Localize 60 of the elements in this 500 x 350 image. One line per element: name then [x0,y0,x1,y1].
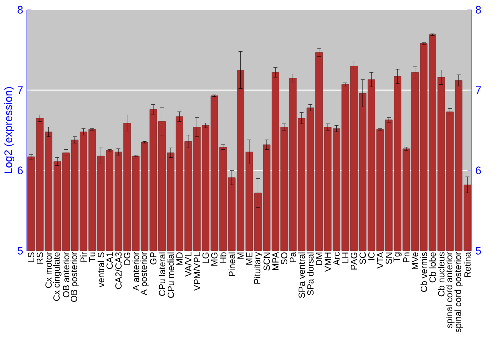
x-tick-label: spinal cord anterior [446,252,454,328]
x-tick-label: LH [342,252,349,263]
x-tick-label: Tg [394,252,402,262]
x-tick-label: SC [360,252,366,264]
y-tick-label: 6 [18,166,23,175]
x-tick-label: RS [36,252,44,264]
x-tick-label: SN [386,252,392,264]
x-tick-label: Pituitary [254,252,262,284]
x-tick-label: Pa [290,252,296,262]
x-tick-label: A anterior [132,252,140,292]
x-tick-label: MPA [272,252,279,270]
x-tick-label: MG [211,252,218,266]
x-tick-label: SO [281,252,288,265]
y-axis-title: Log2 (expression) [4,87,15,174]
x-tick-label: Tu [89,252,96,262]
x-tick-label: Cx motor [46,252,52,288]
x-tick-label: CA1 [106,252,114,270]
x-tick-label: Pir [80,252,87,262]
x-tick-label: Arc [334,252,340,266]
x-tick-label: OB anterior [62,252,70,298]
x-tick-label: VPM/VPL [194,252,200,292]
x-tick-label: PAG [351,252,358,270]
x-tick-label: LG [202,252,210,264]
x-tick-label: Cx cingulate [53,252,62,302]
x-tick-label: VTA [377,252,384,269]
x-tick-label: DM [316,252,322,266]
y2-tick-label: 5 [476,247,482,255]
x-tick-label: spinal cord posterior [454,252,464,333]
y-tick-label: 8 [18,6,23,14]
x-tick-label: A posterior [140,252,149,296]
x-tick-label: Cb lobe [429,252,436,283]
x-tick-label: SCN [264,252,270,271]
x-tick-label: M [238,252,244,259]
x-tick-label: Cb vermis [420,252,428,292]
y2-tick-label: 8 [476,6,482,14]
y-tick-label: 7 [18,86,23,94]
x-tick-label: SPa ventral [298,252,306,298]
x-tick-label: VA/VL [185,252,192,277]
x-tick-label: DG [124,252,131,265]
x-tick-label: Hb [220,252,227,263]
x-tick-label: CPu lateral [158,252,166,296]
x-tick-label: ventral S [98,252,104,288]
x-tick-label: Cb nucleus [438,252,445,297]
x-tick-label: MD [176,252,183,266]
x-tick-label: GP [150,252,157,265]
x-tick-label: OB posterior [70,252,80,302]
x-tick-label: VMH [324,252,332,272]
x-tick-label: CPu medial [168,252,174,298]
x-tick-label: Pineal [228,252,236,276]
x-tick-label: MVe [412,252,418,270]
x-tick-label: CA2/CA3 [115,252,122,290]
y-tick-label: 5 [18,247,24,255]
x-tick-label: Pn [403,252,410,262]
x-tick-label: LS [28,252,35,262]
x-tick-label: SPa dorsal [307,252,314,296]
x-tick-label: IC [368,252,375,260]
y2-tick-label: 6 [476,166,482,175]
x-tick-label: Retina [464,252,471,278]
y2-tick-label: 7 [476,86,482,94]
x-tick-label: ME [246,252,253,265]
